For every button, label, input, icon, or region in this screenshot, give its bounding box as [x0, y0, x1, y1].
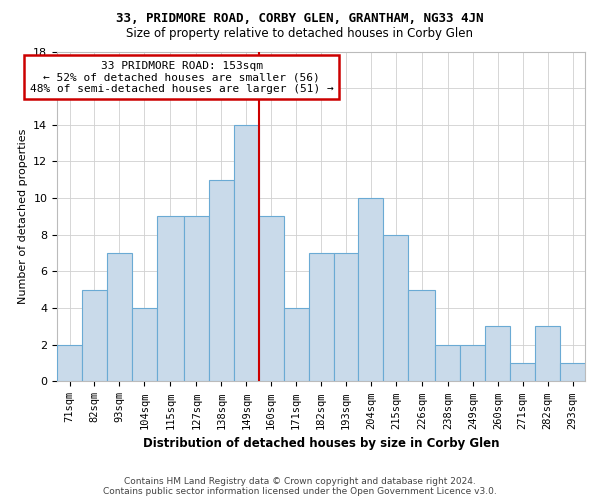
- Bar: [107, 253, 132, 382]
- Bar: [358, 198, 383, 382]
- Bar: [460, 345, 485, 382]
- Text: 33 PRIDMORE ROAD: 153sqm
← 52% of detached houses are smaller (56)
48% of semi-d: 33 PRIDMORE ROAD: 153sqm ← 52% of detach…: [30, 60, 334, 94]
- Bar: [560, 363, 585, 382]
- Bar: [284, 308, 308, 382]
- Text: Contains HM Land Registry data © Crown copyright and database right 2024.: Contains HM Land Registry data © Crown c…: [124, 477, 476, 486]
- Bar: [510, 363, 535, 382]
- Bar: [132, 308, 157, 382]
- Text: Size of property relative to detached houses in Corby Glen: Size of property relative to detached ho…: [127, 28, 473, 40]
- Bar: [184, 216, 209, 382]
- Bar: [535, 326, 560, 382]
- Text: Contains public sector information licensed under the Open Government Licence v3: Contains public sector information licen…: [103, 487, 497, 496]
- X-axis label: Distribution of detached houses by size in Corby Glen: Distribution of detached houses by size …: [143, 437, 499, 450]
- Bar: [485, 326, 510, 382]
- Bar: [383, 235, 408, 382]
- Bar: [436, 345, 460, 382]
- Bar: [82, 290, 107, 382]
- Bar: [157, 216, 184, 382]
- Bar: [308, 253, 334, 382]
- Text: 33, PRIDMORE ROAD, CORBY GLEN, GRANTHAM, NG33 4JN: 33, PRIDMORE ROAD, CORBY GLEN, GRANTHAM,…: [116, 12, 484, 26]
- Bar: [234, 125, 259, 382]
- Bar: [408, 290, 436, 382]
- Bar: [209, 180, 234, 382]
- Bar: [334, 253, 358, 382]
- Bar: [259, 216, 284, 382]
- Bar: [57, 345, 82, 382]
- Y-axis label: Number of detached properties: Number of detached properties: [18, 129, 28, 304]
